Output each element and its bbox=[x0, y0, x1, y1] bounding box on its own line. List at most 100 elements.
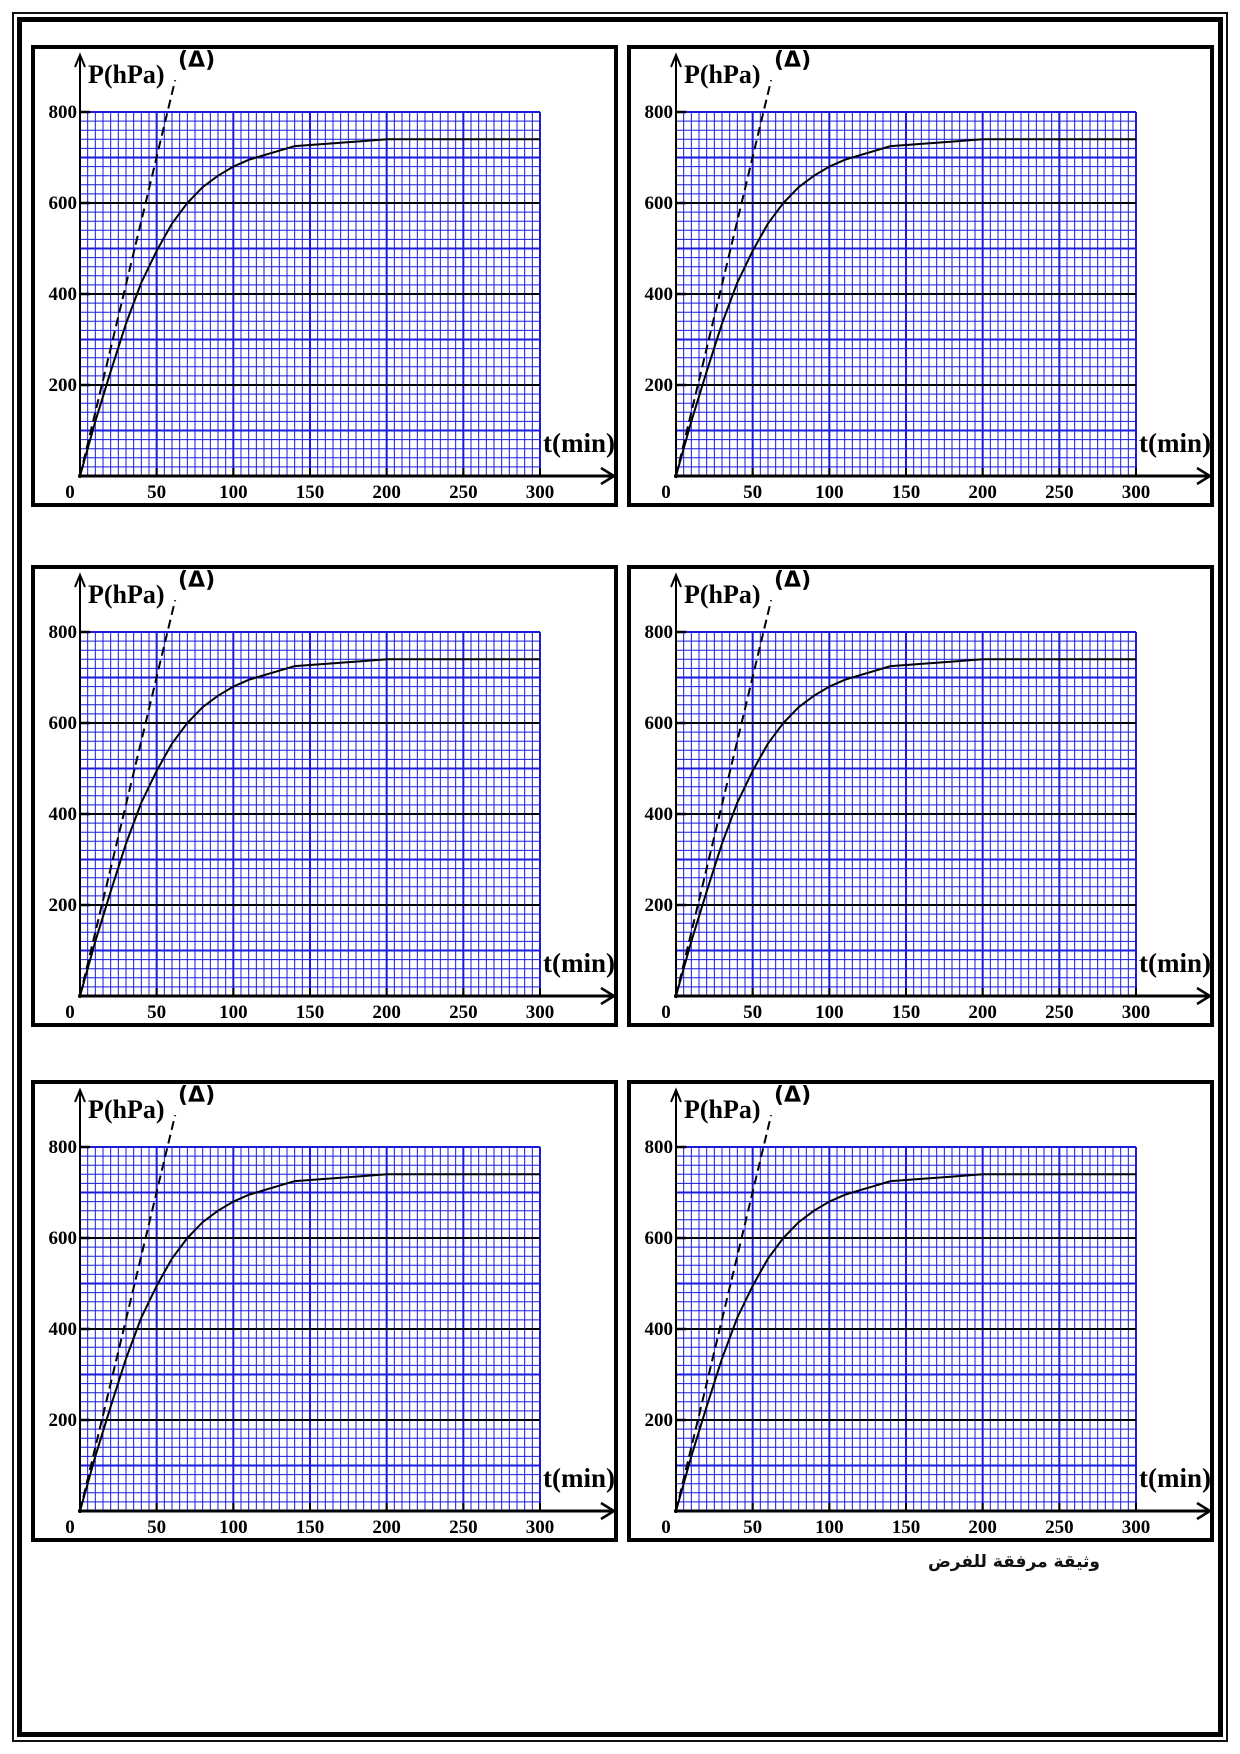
y-tick-label: 200 bbox=[645, 1410, 674, 1431]
x-tick-label: 0 bbox=[65, 1517, 75, 1538]
y-tick-label: 800 bbox=[49, 1137, 78, 1158]
x-tick-label: 100 bbox=[815, 482, 844, 503]
y-tick-label: 600 bbox=[645, 193, 674, 214]
tangent-label: (Δ) bbox=[178, 1083, 215, 1108]
pressure-curve bbox=[79, 1173, 540, 1512]
y-axis-label: P(hPa) bbox=[88, 60, 165, 89]
x-axis-label: t(min) bbox=[1139, 948, 1211, 978]
tangent-label: (Δ) bbox=[178, 568, 215, 593]
chart-2: 0 50 100 150 200 250 300 200 400 600 800 P(hPa) (Δ) t… bbox=[645, 48, 1213, 503]
x-tick-label: 150 bbox=[296, 1517, 325, 1538]
y-tick-label: 400 bbox=[49, 284, 78, 305]
y-axis-arrow-icon bbox=[670, 572, 682, 588]
x-tick-label: 250 bbox=[1045, 1517, 1074, 1538]
pressure-curve bbox=[675, 138, 1136, 477]
y-tick-label: 200 bbox=[49, 375, 78, 396]
x-tick-label: 250 bbox=[449, 1002, 478, 1023]
x-axis-label: t(min) bbox=[543, 428, 615, 458]
tangent-line-delta bbox=[675, 1114, 773, 1512]
y-tick-label: 600 bbox=[49, 713, 78, 734]
graph-panel-4: 0 50 100 150 200 250 300 200 400 600 800 P(hPa) (Δ) t… bbox=[627, 565, 1214, 1027]
x-tick-label: 0 bbox=[661, 482, 671, 503]
y-tick-label: 200 bbox=[49, 1410, 78, 1431]
tangent-line-delta bbox=[675, 599, 773, 997]
graph-panel-5: 0 50 100 150 200 250 300 200 400 600 800 P(hPa) (Δ) t… bbox=[31, 1080, 618, 1542]
pressure-curve bbox=[675, 658, 1136, 997]
y-axis-arrow-icon bbox=[74, 572, 86, 588]
pressure-curve bbox=[79, 658, 540, 997]
graph-panel-6: 0 50 100 150 200 250 300 200 400 600 800 P(hPa) (Δ) t… bbox=[627, 1080, 1214, 1542]
x-tick-label: 50 bbox=[743, 482, 762, 503]
x-tick-label: 100 bbox=[815, 1517, 844, 1538]
y-tick-label: 800 bbox=[645, 102, 674, 123]
tangent-line-delta bbox=[79, 79, 177, 477]
y-tick-label: 400 bbox=[49, 804, 78, 825]
x-tick-label: 200 bbox=[968, 1517, 997, 1538]
x-tick-label: 150 bbox=[892, 1517, 921, 1538]
x-tick-label: 0 bbox=[65, 482, 75, 503]
x-axis-label: t(min) bbox=[543, 948, 615, 978]
y-tick-label: 200 bbox=[645, 895, 674, 916]
x-tick-label: 300 bbox=[1122, 1517, 1151, 1538]
x-tick-label: 200 bbox=[372, 482, 401, 503]
y-tick-label: 200 bbox=[49, 895, 78, 916]
x-tick-label: 100 bbox=[219, 1002, 248, 1023]
x-tick-label: 200 bbox=[968, 1002, 997, 1023]
x-axis-label: t(min) bbox=[1139, 428, 1211, 458]
chart-3: 0 50 100 150 200 250 300 200 400 600 800 P(hPa) (Δ) t… bbox=[49, 568, 617, 1023]
x-tick-label: 300 bbox=[526, 482, 555, 503]
tangent-line-delta bbox=[79, 1114, 177, 1512]
chart-4: 0 50 100 150 200 250 300 200 400 600 800 P(hPa) (Δ) t… bbox=[645, 568, 1213, 1023]
tangent-label: (Δ) bbox=[774, 48, 811, 73]
graph-panel-1: 0 50 100 150 200 250 300 200 400 600 800 P(hPa) (Δ) t… bbox=[31, 45, 618, 507]
page-frame-inner bbox=[17, 17, 1223, 1737]
x-tick-label: 200 bbox=[968, 482, 997, 503]
y-axis-arrow-icon bbox=[74, 1087, 86, 1103]
page-frame-outer bbox=[12, 12, 1228, 1742]
x-tick-label: 50 bbox=[147, 482, 166, 503]
x-tick-label: 150 bbox=[296, 1002, 325, 1023]
y-tick-label: 600 bbox=[49, 193, 78, 214]
x-tick-label: 250 bbox=[1045, 1002, 1074, 1023]
y-tick-label: 800 bbox=[645, 622, 674, 643]
y-axis-arrow-icon bbox=[74, 52, 86, 68]
x-tick-label: 300 bbox=[526, 1517, 555, 1538]
x-axis-arrow-icon bbox=[1196, 466, 1213, 486]
chart-1: 0 50 100 150 200 250 300 200 400 600 800 P(hPa) (Δ) t… bbox=[49, 48, 617, 503]
tangent-line-delta bbox=[675, 79, 773, 477]
x-tick-label: 0 bbox=[661, 1002, 671, 1023]
chart-6: 0 50 100 150 200 250 300 200 400 600 800 P(hPa) (Δ) t… bbox=[645, 1083, 1213, 1538]
x-tick-label: 250 bbox=[1045, 482, 1074, 503]
x-axis-arrow-icon bbox=[1196, 1501, 1213, 1521]
x-axis-label: t(min) bbox=[1139, 1463, 1211, 1493]
x-axis-arrow-icon bbox=[600, 1501, 617, 1521]
x-tick-label: 0 bbox=[661, 1517, 671, 1538]
tangent-label: (Δ) bbox=[178, 48, 215, 73]
x-tick-label: 100 bbox=[219, 1517, 248, 1538]
x-tick-label: 300 bbox=[1122, 1002, 1151, 1023]
x-tick-label: 50 bbox=[147, 1517, 166, 1538]
y-tick-label: 400 bbox=[645, 284, 674, 305]
document-caption: وثيقة مرفقة للفرض bbox=[927, 1552, 1100, 1572]
x-tick-label: 50 bbox=[743, 1517, 762, 1538]
x-tick-label: 100 bbox=[219, 482, 248, 503]
y-tick-label: 200 bbox=[645, 375, 674, 396]
tangent-label: (Δ) bbox=[774, 1083, 811, 1108]
x-tick-label: 100 bbox=[815, 1002, 844, 1023]
y-tick-label: 600 bbox=[49, 1228, 78, 1249]
y-tick-label: 400 bbox=[645, 1319, 674, 1340]
x-tick-label: 300 bbox=[526, 1002, 555, 1023]
y-tick-label: 400 bbox=[49, 1319, 78, 1340]
x-tick-label: 200 bbox=[372, 1517, 401, 1538]
y-axis-label: P(hPa) bbox=[684, 580, 761, 609]
tangent-line-delta bbox=[79, 599, 177, 997]
x-tick-label: 0 bbox=[65, 1002, 75, 1023]
x-tick-label: 250 bbox=[449, 1517, 478, 1538]
x-tick-label: 50 bbox=[743, 1002, 762, 1023]
chart-5: 0 50 100 150 200 250 300 200 400 600 800 P(hPa) (Δ) t… bbox=[49, 1083, 617, 1538]
y-axis-label: P(hPa) bbox=[88, 1095, 165, 1124]
y-axis-label: P(hPa) bbox=[88, 580, 165, 609]
y-tick-label: 400 bbox=[645, 804, 674, 825]
tangent-label: (Δ) bbox=[774, 568, 811, 593]
y-axis-label: P(hPa) bbox=[684, 60, 761, 89]
